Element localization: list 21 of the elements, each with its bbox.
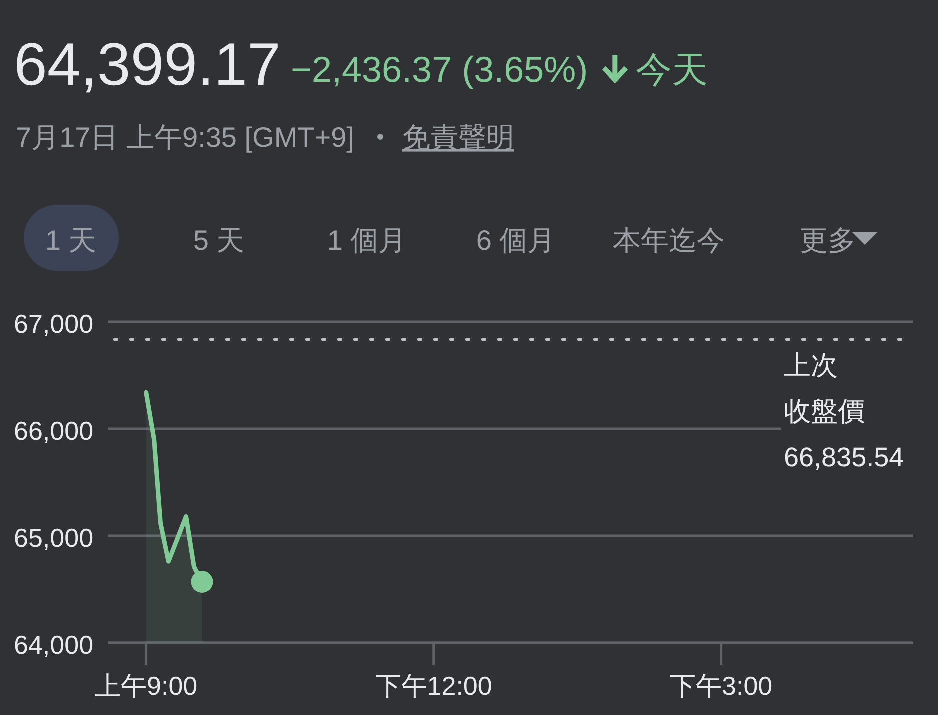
text: 5 天 xyxy=(193,225,245,256)
text: 1 天 xyxy=(45,225,97,256)
x-tick-label: 下午3:00 xyxy=(670,671,773,701)
chart-subtitle: 7月17日 上午9:35 [GMT+9] xyxy=(16,122,354,153)
text: −2,436.37 (3.65%) xyxy=(290,49,588,90)
text: 1 個月 xyxy=(327,225,407,256)
chart-title: 64,399.17 xyxy=(14,31,281,98)
annotation: 收盤價 xyxy=(784,396,865,427)
annotation: 66,835.54 xyxy=(784,442,904,473)
annotation: 上次 xyxy=(784,350,838,381)
text: 更多 xyxy=(800,225,856,256)
text: 免責聲明 xyxy=(402,122,514,153)
x-tick-label: 下午12:00 xyxy=(375,671,492,701)
text: 6 個月 xyxy=(476,225,556,256)
y-tick-label: 65,000 xyxy=(14,523,94,553)
y-tick-label: 66,000 xyxy=(14,416,94,446)
y-tick-label: 67,000 xyxy=(14,309,94,339)
text: 本年迄今 xyxy=(613,225,725,256)
text: 今天 xyxy=(636,49,708,90)
y-tick-label: 64,000 xyxy=(14,630,94,660)
x-tick-label: 上午9:00 xyxy=(95,671,198,701)
